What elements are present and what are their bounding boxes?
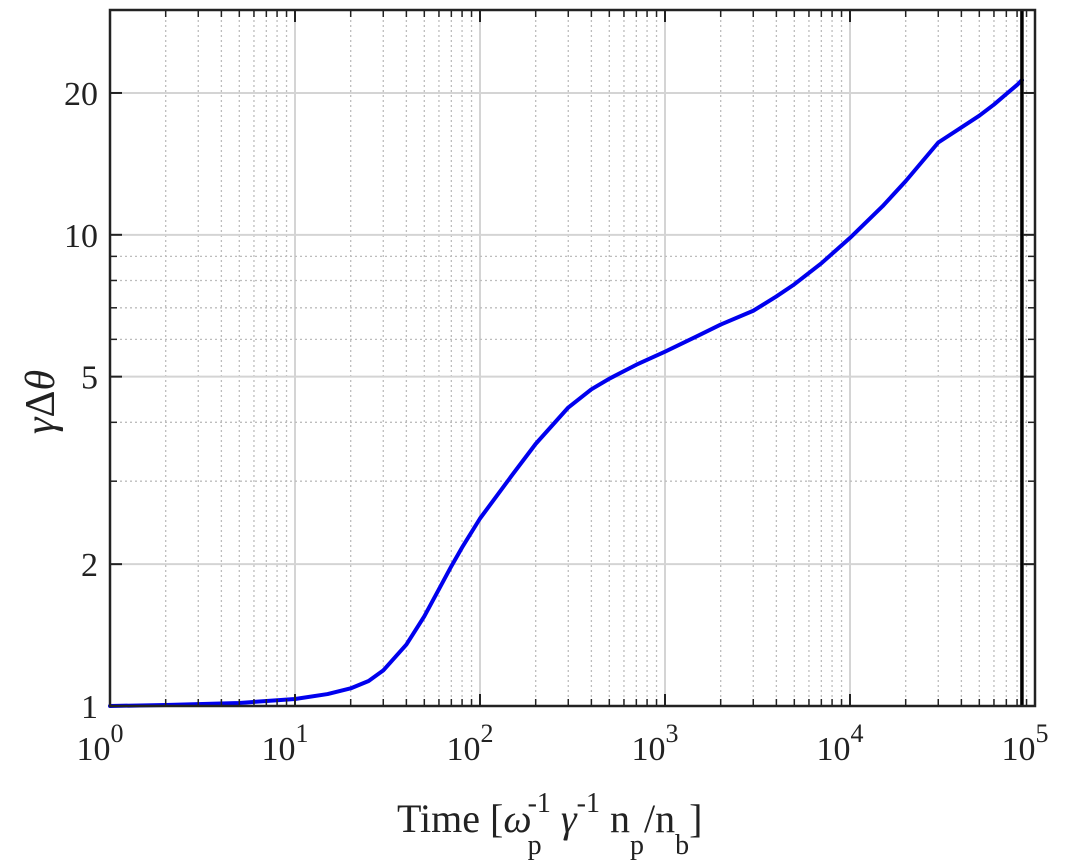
x-tick-label: 101 <box>262 719 309 768</box>
x-tick-label: 102 <box>447 719 494 768</box>
y-tick-label: 2 <box>81 547 98 584</box>
y-tick-label: 10 <box>64 218 98 255</box>
x-tick-label: 100 <box>77 719 124 768</box>
y-tick-label: 20 <box>64 76 98 113</box>
x-axis-label: Time [ω p-1 γ-1 np/nb] <box>397 788 702 860</box>
x-tick-label: 105 <box>1002 719 1049 768</box>
grid-layer <box>110 10 1035 706</box>
marks-layer <box>108 10 1024 708</box>
ticks-layer: 100 101 102 103 104 105 1 2 5 10 20 <box>64 10 1049 768</box>
y-axis-label: γΔθ <box>18 370 64 434</box>
x-tick-label: 103 <box>632 719 679 768</box>
series-line <box>108 78 1024 708</box>
x-tick-label: 104 <box>817 719 864 768</box>
y-tick-label: 1 <box>81 689 98 726</box>
y-tick-label: 5 <box>81 360 98 397</box>
plot-frame <box>108 8 1037 708</box>
